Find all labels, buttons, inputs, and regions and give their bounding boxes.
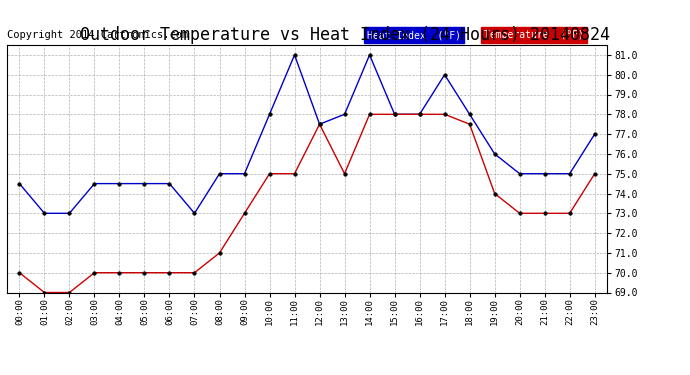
- Text: Outdoor Temperature vs Heat Index (24 Hours) 20140824: Outdoor Temperature vs Heat Index (24 Ho…: [80, 26, 610, 44]
- Text: Copyright 2014 Cartronics.com: Copyright 2014 Cartronics.com: [7, 30, 188, 40]
- Text: Temperature  (°F): Temperature (°F): [484, 30, 584, 40]
- Text: Heat Index  (°F): Heat Index (°F): [367, 30, 461, 40]
